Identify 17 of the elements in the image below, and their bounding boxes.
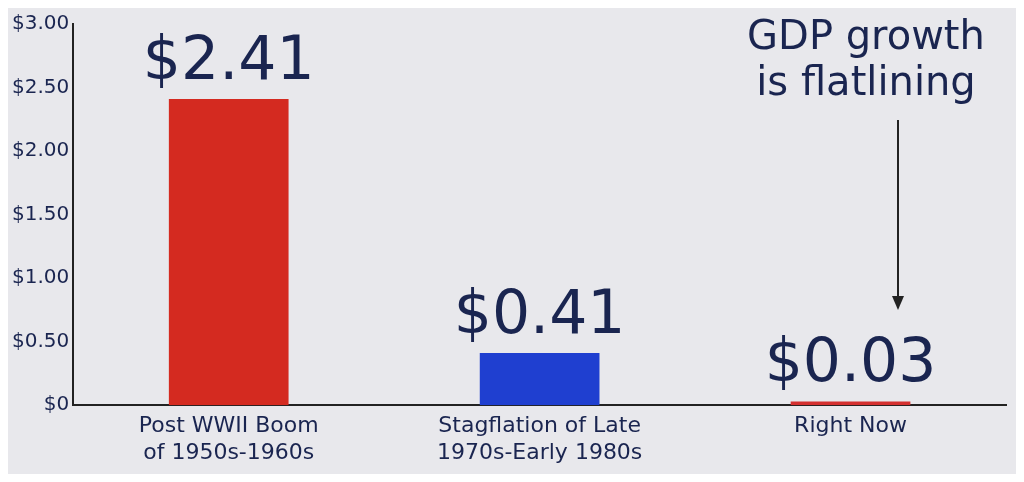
data-label: $2.41 <box>142 22 315 93</box>
bar <box>479 353 600 406</box>
y-tick-label: $2.50 <box>11 73 70 98</box>
y-tick-label: $3.00 <box>11 10 70 35</box>
x-tick-label: Right Now <box>794 412 907 438</box>
data-label: $0.41 <box>453 276 626 347</box>
bar <box>790 401 911 406</box>
annotation: GDP growth is flatlining <box>746 12 986 104</box>
y-tick-label: $1.50 <box>11 200 70 225</box>
y-tick-label: $0 <box>43 391 70 416</box>
y-tick-label: $1.00 <box>11 264 70 289</box>
y-tick-label: $0.50 <box>11 327 70 352</box>
x-tick-label: Stagflation of Late 1970s-Early 1980s <box>436 412 643 464</box>
y-tick-label: $2.00 <box>11 137 70 162</box>
bar <box>168 98 289 406</box>
data-label: $0.03 <box>764 324 937 395</box>
x-tick-label: Post WWII Boom of 1950s-1960s <box>138 412 319 464</box>
